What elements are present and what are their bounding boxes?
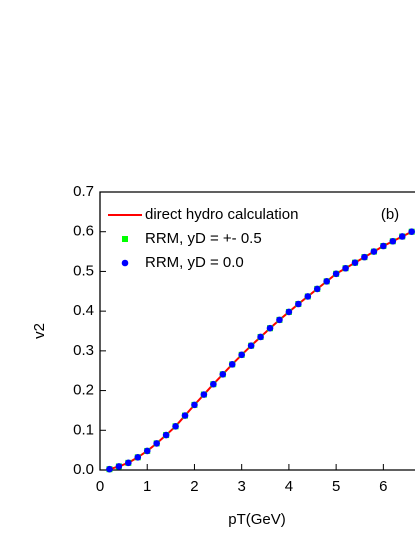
- data-point: [398, 233, 406, 240]
- x-tick-label: 2: [190, 478, 198, 495]
- data-point: [342, 264, 349, 272]
- data-point: [389, 237, 397, 245]
- data-point: [228, 361, 236, 368]
- data-point: [200, 391, 208, 398]
- annotation: (b): [381, 206, 399, 223]
- x-axis-label: pT(GeV): [228, 511, 286, 528]
- legend-swatch: [121, 259, 129, 267]
- x-tick-label: 4: [285, 478, 293, 495]
- data-point: [247, 342, 255, 349]
- data-point: [313, 285, 321, 293]
- data-point: [181, 412, 189, 419]
- y-tick-label: 0.4: [73, 302, 94, 319]
- x-tick-label: 1: [143, 478, 151, 495]
- data-point: [304, 293, 312, 300]
- data-point: [219, 370, 227, 378]
- data-point: [323, 278, 330, 285]
- y-tick-label: 0.2: [73, 382, 94, 399]
- data-point: [285, 308, 293, 316]
- legend-label: direct hydro calculation: [145, 206, 298, 223]
- data-point: [266, 324, 274, 332]
- legend-label: RRM, yD = 0.0: [145, 254, 244, 271]
- y-tick-label: 0.3: [73, 342, 94, 359]
- legend-label: RRM, yD = +- 0.5: [145, 230, 262, 247]
- data-point: [257, 333, 264, 341]
- y-axis-label: v2: [31, 323, 48, 339]
- y-tick-label: 0.6: [73, 223, 94, 240]
- x-tick-label: 6: [379, 478, 387, 495]
- data-point: [115, 463, 123, 470]
- data-point: [125, 459, 132, 467]
- x-tick-label: 5: [332, 478, 340, 495]
- data-point: [332, 270, 340, 278]
- data-point: [238, 351, 245, 359]
- data-point: [134, 453, 142, 461]
- y-tick-label: 0.5: [73, 262, 94, 279]
- plot-frame: [99, 191, 415, 471]
- data-point: [106, 465, 113, 473]
- data-point: [191, 401, 198, 409]
- x-tick-label: 3: [238, 478, 246, 495]
- data-point: [210, 380, 217, 388]
- y-tick-label: 0.1: [73, 421, 94, 438]
- y-tick-label: 0.0: [73, 461, 94, 478]
- data-point: [408, 228, 415, 236]
- data-point: [153, 440, 160, 447]
- x-tick-label: 0: [96, 478, 104, 495]
- data-point: [380, 242, 387, 250]
- data-point: [351, 259, 359, 266]
- data-point: [162, 431, 170, 439]
- y-tick-label: 0.7: [73, 183, 94, 200]
- data-point: [276, 316, 283, 324]
- data-point: [370, 248, 378, 255]
- data-point: [361, 253, 368, 261]
- data-point: [295, 300, 302, 308]
- data-point: [172, 423, 179, 430]
- legend-swatch: [122, 236, 128, 242]
- data-point: [143, 447, 151, 455]
